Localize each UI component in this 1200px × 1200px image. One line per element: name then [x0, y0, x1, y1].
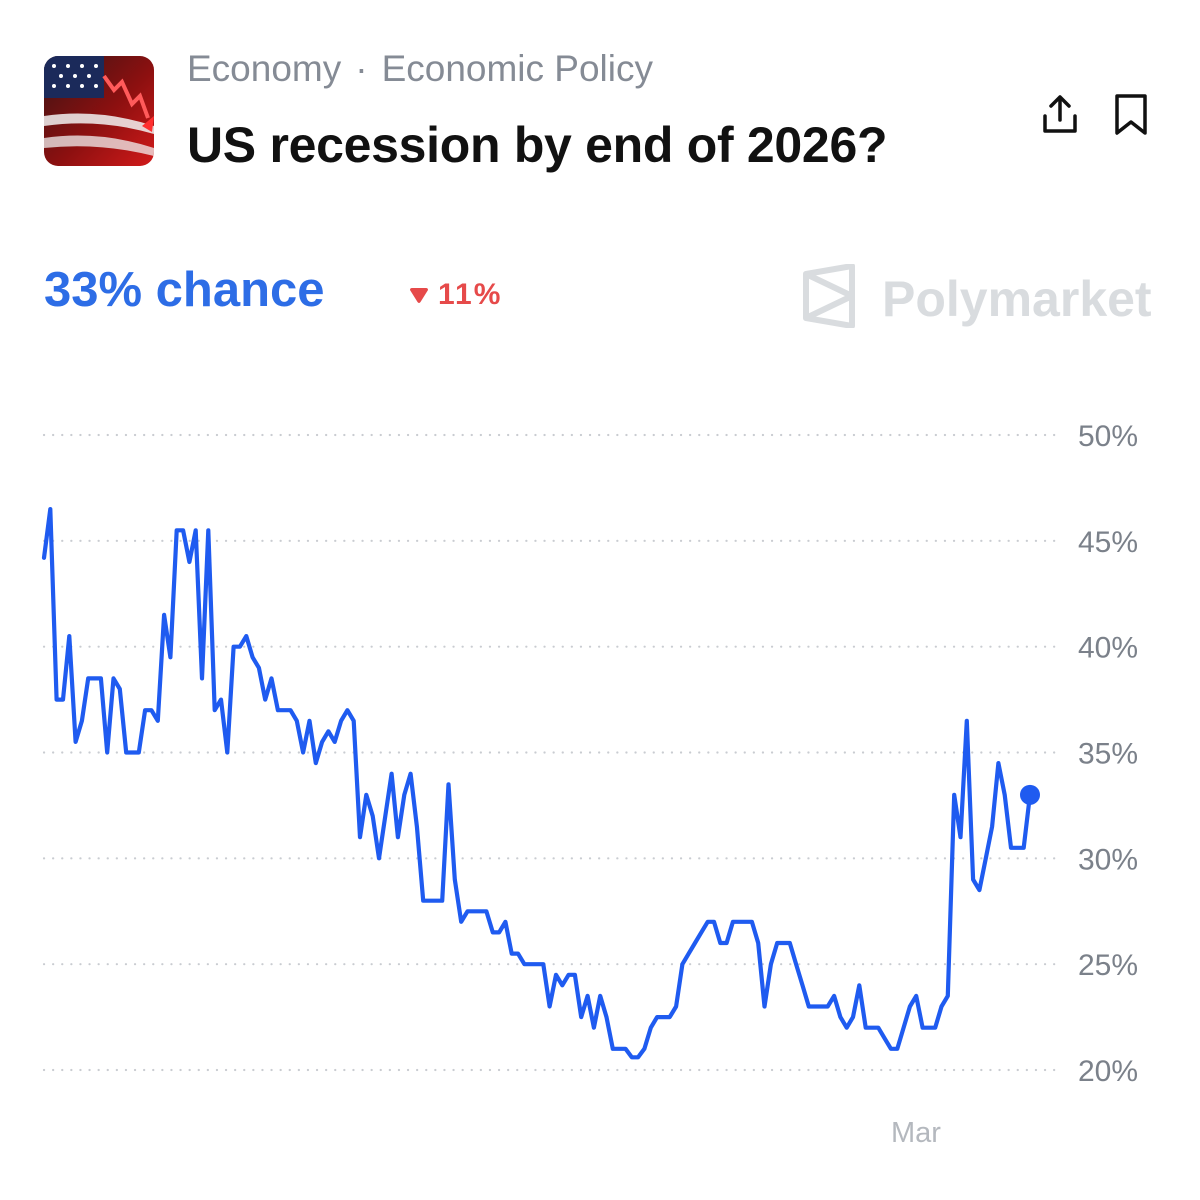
us-flag-market-crash-image	[44, 56, 154, 166]
last-value-marker	[1020, 784, 1040, 805]
y-tick-label: 50%	[1078, 420, 1138, 453]
market-stats: 33% chance 11% Polymarket	[0, 250, 1200, 340]
breadcrumb: Economy · Economic Policy	[187, 48, 653, 90]
chance-value: 33% chance	[44, 263, 325, 317]
breadcrumb-separator: ·	[355, 48, 368, 89]
y-tick-label: 45%	[1078, 526, 1138, 559]
market-thumbnail[interactable]	[44, 56, 154, 166]
y-tick-label: 25%	[1078, 949, 1138, 982]
bookmark-button[interactable]	[1108, 92, 1154, 138]
x-tick-label: Mar	[891, 1117, 941, 1149]
y-tick-label: 40%	[1078, 632, 1138, 665]
market-header: Economy · Economic Policy US recession by …	[0, 0, 1200, 200]
down-triangle-icon	[410, 288, 428, 304]
change-value: 11%	[438, 278, 503, 311]
breadcrumb-subcategory[interactable]: Economic Policy	[381, 48, 653, 89]
share-button[interactable]	[1037, 92, 1083, 138]
share-icon	[1043, 95, 1077, 133]
polymarket-wordmark: Polymarket	[882, 271, 1152, 327]
market-title: US recession by end of 2026?	[187, 117, 888, 173]
series-line	[41, 507, 1033, 1060]
change-badge: 11%	[408, 278, 502, 312]
probability-chart: 50% 45% 40% 35% 30% 25% 20% Mar	[41, 420, 1138, 1149]
y-tick-label: 30%	[1078, 843, 1138, 876]
y-tick-label: 35%	[1078, 738, 1138, 771]
bookmark-icon	[1115, 94, 1147, 135]
breadcrumb-category[interactable]: Economy	[187, 48, 342, 89]
y-tick-label: 20%	[1078, 1055, 1138, 1088]
polymarket-watermark: Polymarket	[800, 262, 1180, 332]
polymarket-logo-icon	[803, 264, 855, 328]
